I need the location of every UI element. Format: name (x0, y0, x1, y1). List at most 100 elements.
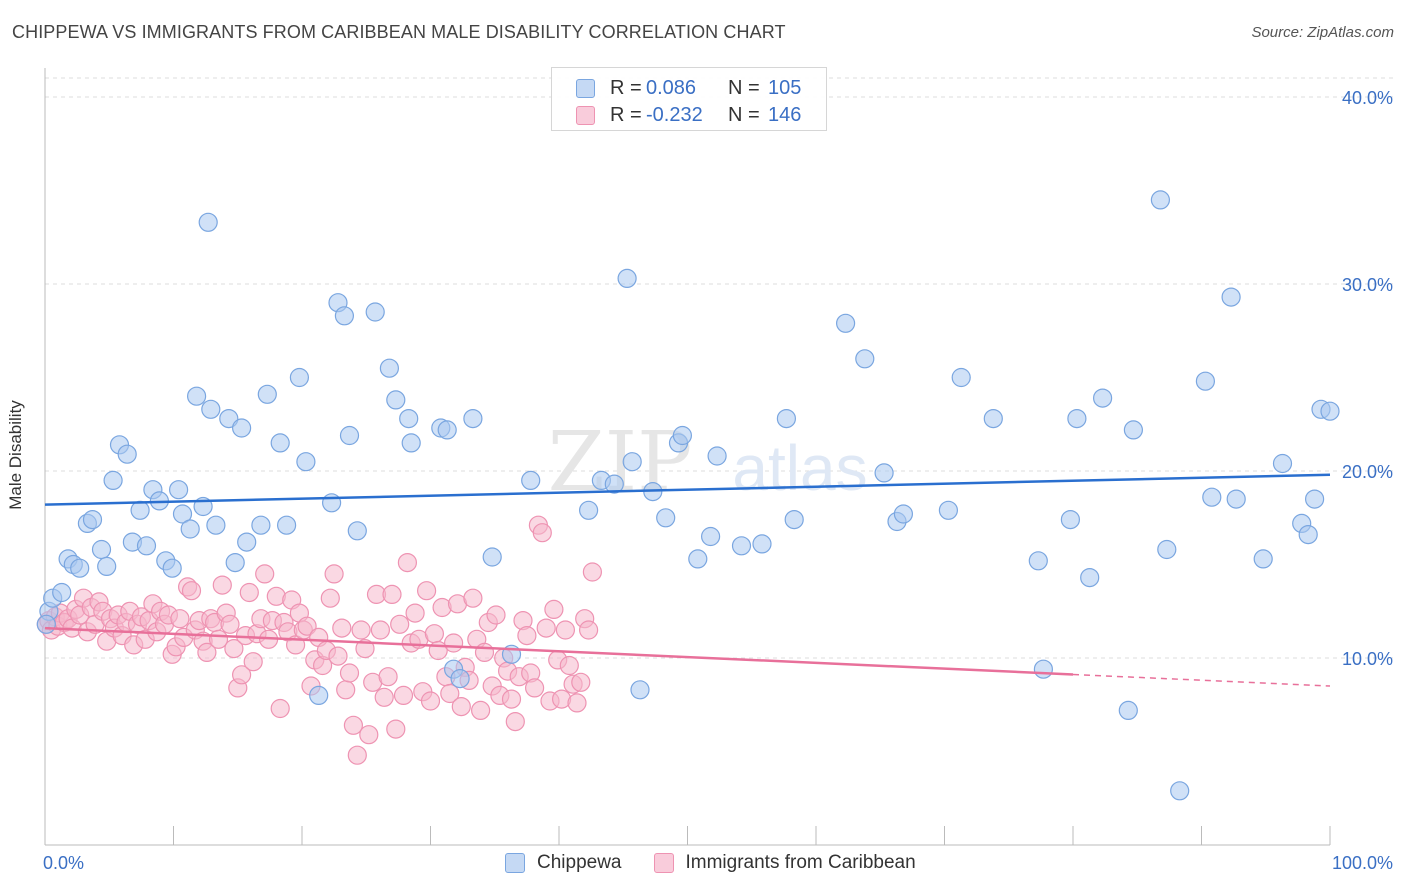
caribbean-point (374, 687, 394, 707)
caribbean-point (347, 745, 367, 765)
legend-label-chippewa: Chippewa (537, 852, 622, 873)
chippewa-point (97, 556, 117, 577)
caribbean-point (451, 696, 471, 717)
legend-row-chippewa: R = 0.086 N = 105 (576, 76, 801, 100)
caribbean-point (536, 618, 556, 638)
caribbean-point (239, 582, 259, 603)
chippewa-point (1157, 539, 1177, 560)
caribbean-point (405, 603, 425, 623)
chippewa-point (463, 409, 483, 429)
series-legend: Chippewa Immigrants from Caribbean (505, 852, 948, 874)
chippewa-point (835, 313, 856, 333)
chippewa-point (347, 521, 367, 541)
chippewa-point (1298, 524, 1318, 545)
chippewa-point (52, 582, 72, 603)
y-tick-label: 10.0% (1342, 649, 1393, 669)
legend-item-chippewa[interactable]: Chippewa (505, 852, 622, 874)
caribbean-point (544, 599, 564, 620)
chippewa-point (784, 509, 804, 530)
chippewa-point (700, 526, 721, 547)
chippewa-point (983, 409, 1003, 429)
r-value: -0.232 (646, 103, 703, 126)
chippewa-point (1067, 409, 1087, 429)
caribbean-point (170, 609, 190, 629)
r-label: R = (610, 103, 642, 126)
watermark-atlas: atlas (732, 432, 867, 504)
caribbean-point (463, 588, 483, 608)
chippewa-swatch (505, 853, 525, 873)
chippewa-point (1304, 489, 1325, 509)
caribbean-point (370, 620, 390, 640)
n-value: 146 (768, 103, 802, 126)
caribbean-point (224, 638, 244, 659)
legend-item-caribbean[interactable]: Immigrants from Caribbean (653, 852, 916, 874)
chippewa-point (1033, 659, 1054, 679)
r-value: 0.086 (646, 76, 697, 99)
caribbean-point (270, 698, 290, 719)
chippewa-point (450, 668, 470, 689)
chippewa-point (322, 493, 342, 513)
chippewa-point (270, 433, 290, 453)
caribbean-point (339, 663, 360, 683)
caribbean-point (444, 633, 464, 653)
r-label: R = (610, 76, 642, 99)
chippewa-point (482, 547, 502, 567)
caribbean-point (424, 624, 444, 644)
chippewa-point (1080, 567, 1100, 588)
caribbean-point (582, 562, 603, 582)
chippewa-point (622, 452, 642, 472)
axes (44, 68, 1331, 846)
source-label: Source: ZipAtlas.com (1251, 24, 1394, 41)
caribbean-point (382, 584, 402, 605)
caribbean-point (220, 614, 240, 634)
chippewa-point (219, 409, 239, 429)
chippewa-point (379, 358, 399, 378)
caribbean-point (571, 672, 591, 692)
chippewa-point (617, 268, 637, 288)
n-label: N = (728, 103, 760, 126)
trend-lines (44, 473, 1331, 687)
watermark-zip: ZIP (548, 415, 693, 510)
chippewa-point (136, 536, 157, 556)
chippewa-point (604, 474, 624, 494)
chippewa-point (938, 500, 959, 520)
caribbean-point (420, 691, 441, 711)
trend-line (44, 473, 1331, 506)
caribbean-point (181, 581, 202, 601)
chippewa-point (201, 399, 221, 419)
caribbean-point (351, 620, 371, 640)
legend-row-caribbean: R = -0.232 N = 146 (576, 103, 801, 127)
caribbean-point (517, 625, 537, 646)
chippewa-point (1320, 401, 1340, 421)
chippewa-point (289, 367, 309, 388)
chart-title: CHIPPEWA VS IMMIGRANTS FROM CARIBBEAN MA… (12, 22, 786, 42)
chippewa-point (874, 463, 894, 483)
chippewa-point (855, 349, 875, 369)
caribbean-point (332, 618, 352, 638)
caribbean-point (355, 638, 375, 659)
caribbean-point (474, 642, 495, 663)
tick-labels: 10.0% 20.0% 30.0% 40.0% 0.0% 100.0% (43, 88, 1393, 873)
grid-lines (45, 77, 1395, 659)
caribbean-swatch (576, 105, 595, 125)
chippewa-point (893, 504, 914, 524)
chippewa-point (1253, 549, 1273, 569)
chippewa-point (1118, 700, 1138, 721)
chippewa-point (1060, 509, 1081, 530)
caribbean-point (471, 700, 491, 721)
chippewa-point (1221, 287, 1241, 307)
chippewa-point (1195, 371, 1216, 391)
stats-legend: R = 0.086 N = 105 R = -0.232 N = 146 (551, 67, 827, 131)
caribbean-point (440, 683, 460, 704)
chippewa-point (309, 685, 329, 706)
chippewa-point (521, 470, 541, 490)
caribbean-point (336, 680, 356, 700)
chippewa-point (82, 509, 103, 530)
caribbean-point (567, 693, 587, 713)
y-tick-label: 20.0% (1342, 462, 1393, 482)
chippewa-point (162, 558, 182, 578)
chippewa-point (251, 515, 271, 535)
chippewa-point (339, 425, 360, 446)
y-tick-label: 40.0% (1342, 88, 1393, 108)
chippewa-swatch (576, 78, 595, 98)
